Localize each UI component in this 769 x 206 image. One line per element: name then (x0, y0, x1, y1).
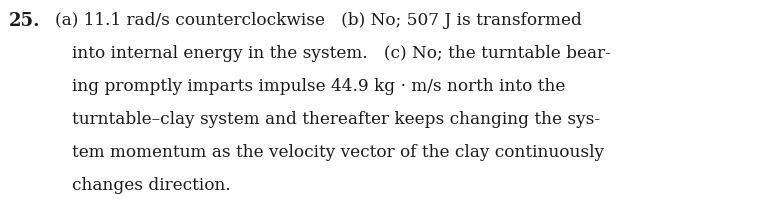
Text: turntable–clay system and thereafter keeps changing the sys-: turntable–clay system and thereafter kee… (72, 110, 600, 127)
Text: changes direction.: changes direction. (72, 176, 231, 193)
Text: ing promptly imparts impulse 44.9 kg · m/s north into the: ing promptly imparts impulse 44.9 kg · m… (72, 78, 565, 95)
Text: (a) 11.1 rad/s counterclockwise   (b) No; 507 J is transformed: (a) 11.1 rad/s counterclockwise (b) No; … (55, 12, 582, 29)
Text: 25.: 25. (9, 12, 41, 30)
Text: tem momentum as the velocity vector of the clay continuously: tem momentum as the velocity vector of t… (72, 143, 604, 160)
Text: into internal energy in the system.   (c) No; the turntable bear-: into internal energy in the system. (c) … (72, 45, 611, 62)
